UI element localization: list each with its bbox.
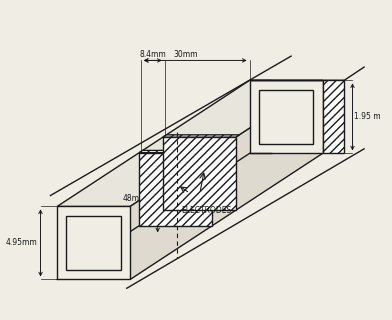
Text: 30mm: 30mm	[173, 50, 198, 59]
Text: 8.4mm: 8.4mm	[140, 50, 166, 59]
Polygon shape	[323, 80, 344, 153]
Polygon shape	[66, 216, 121, 270]
Polygon shape	[163, 137, 236, 210]
Polygon shape	[139, 150, 216, 153]
Text: ELECTRODES: ELECTRODES	[181, 206, 232, 215]
Polygon shape	[130, 80, 323, 279]
Polygon shape	[57, 206, 130, 279]
Polygon shape	[57, 80, 323, 206]
Text: 48mm: 48mm	[122, 194, 147, 203]
Polygon shape	[259, 90, 313, 144]
Text: 4.95mm: 4.95mm	[5, 238, 37, 247]
Polygon shape	[250, 80, 323, 153]
Text: 1.95 m: 1.95 m	[354, 112, 381, 121]
Polygon shape	[163, 135, 240, 137]
Polygon shape	[139, 153, 212, 226]
